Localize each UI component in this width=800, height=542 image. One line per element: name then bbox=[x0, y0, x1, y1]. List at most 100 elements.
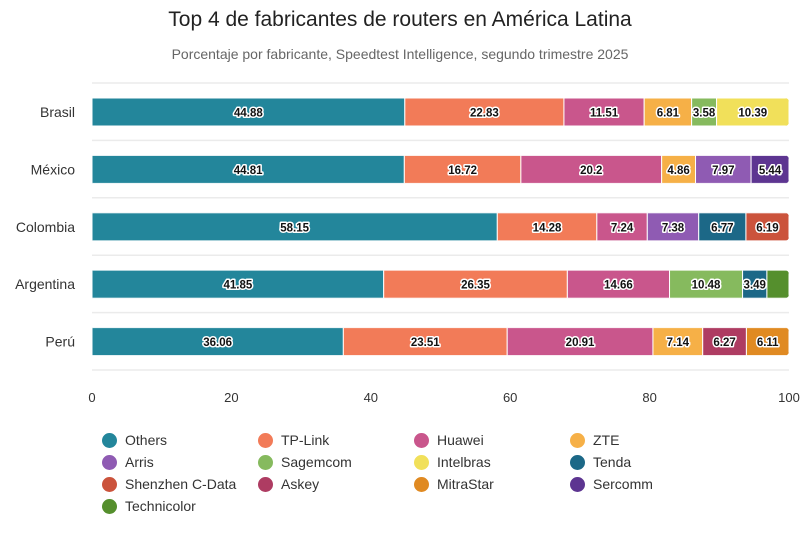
data-label: 44.81 bbox=[234, 165, 263, 177]
bar-segment-tp-link[interactable] bbox=[383, 270, 568, 299]
data-label: 44.88 bbox=[234, 108, 263, 120]
data-label: 20.91 bbox=[566, 337, 595, 349]
data-label: 20.2 bbox=[580, 165, 602, 177]
bar-segment-mitrastar[interactable] bbox=[745, 327, 789, 356]
data-label: 6.27 bbox=[713, 337, 735, 349]
data-label: 6.77 bbox=[711, 222, 733, 234]
bar-segment-others[interactable] bbox=[91, 327, 344, 356]
bar-segment-zte[interactable] bbox=[643, 98, 693, 126]
bar-segment-arris[interactable] bbox=[646, 212, 700, 241]
legend-swatch-icon bbox=[570, 454, 585, 470]
data-label: 7.24 bbox=[611, 222, 634, 234]
legend-label: TP-Link bbox=[281, 432, 330, 448]
legend-swatch-icon bbox=[102, 432, 117, 448]
data-label: 7.97 bbox=[712, 165, 734, 177]
legend-label: Askey bbox=[281, 476, 320, 492]
data-label: 6.81 bbox=[657, 108, 680, 120]
data-label: 6.11 bbox=[757, 337, 779, 349]
bar-row-perú bbox=[91, 327, 789, 356]
legend-swatch-icon bbox=[258, 476, 273, 492]
legend-item[interactable]: Askey bbox=[258, 474, 414, 494]
bar-segment-intelbras[interactable] bbox=[716, 98, 789, 126]
legend-item[interactable]: ZTE bbox=[570, 430, 726, 450]
data-label: 16.72 bbox=[448, 165, 477, 177]
legend-swatch-icon bbox=[258, 432, 273, 448]
legend-label: Intelbras bbox=[437, 454, 491, 470]
legend-swatch-icon bbox=[102, 454, 117, 470]
data-label: 26.35 bbox=[461, 280, 490, 292]
data-label: 22.83 bbox=[470, 108, 499, 120]
legend-label: MitraStar bbox=[437, 476, 494, 492]
bar-segment-shenzhen-c-data[interactable] bbox=[745, 212, 789, 241]
legend-item[interactable]: Tenda bbox=[570, 452, 726, 472]
category-axis: Brasil México Colombia Argentina Perú bbox=[15, 104, 75, 350]
bar-segment-arris[interactable] bbox=[695, 155, 752, 184]
legend-label: ZTE bbox=[593, 432, 620, 448]
data-label: 10.48 bbox=[692, 280, 721, 292]
bar-segment-others[interactable] bbox=[91, 270, 385, 299]
x-tick-label: 100 bbox=[778, 390, 800, 405]
stacked-bar-chart: 44.88 22.83 11.51 6.81 3.58 10.39 44.81 16.72 20… bbox=[15, 82, 800, 405]
x-tick-label: 0 bbox=[88, 390, 95, 405]
data-label: 4.86 bbox=[667, 165, 689, 177]
legend-label: Arris bbox=[125, 454, 154, 470]
data-label: 11.51 bbox=[590, 108, 619, 120]
legend-item[interactable]: Others bbox=[102, 430, 258, 450]
legend-label: Sagemcom bbox=[281, 454, 352, 470]
bar-segment-technicolor[interactable] bbox=[766, 270, 789, 299]
bars-layer: 44.88 22.83 11.51 6.81 3.58 10.39 44.81 16.72 20… bbox=[91, 98, 789, 356]
bar-segment-huawei[interactable] bbox=[506, 327, 654, 356]
legend-label: Shenzhen C-Data bbox=[125, 476, 237, 492]
bar-row-argentina bbox=[91, 270, 789, 299]
bar-segment-askey[interactable] bbox=[702, 327, 747, 356]
bar-segment-others[interactable] bbox=[91, 155, 405, 184]
legend-swatch-icon bbox=[102, 498, 117, 514]
bar-row-colombia bbox=[91, 212, 789, 241]
category-label: México bbox=[31, 161, 76, 177]
data-label: 36.06 bbox=[203, 337, 232, 349]
bar-segment-tp-link[interactable] bbox=[403, 155, 522, 184]
legend-item[interactable]: Intelbras bbox=[414, 452, 570, 472]
legend-item[interactable]: Sercomm bbox=[570, 474, 726, 494]
legend-item[interactable]: Arris bbox=[102, 452, 258, 472]
data-label: 58.15 bbox=[280, 222, 309, 234]
legend-swatch-icon bbox=[414, 432, 429, 448]
legend-item[interactable]: Shenzhen C-Data bbox=[102, 474, 258, 494]
data-label: 41.85 bbox=[223, 280, 252, 292]
data-label: 14.28 bbox=[533, 222, 562, 234]
legend-swatch-icon bbox=[414, 454, 429, 470]
legend-label: Huawei bbox=[437, 432, 484, 448]
legend-item[interactable]: MitraStar bbox=[414, 474, 570, 494]
bar-segment-sercomm[interactable] bbox=[750, 155, 789, 184]
category-label: Colombia bbox=[16, 219, 75, 235]
legend-label: Sercomm bbox=[593, 476, 653, 492]
data-label: 5.44 bbox=[759, 165, 782, 177]
bar-segment-huawei[interactable] bbox=[566, 270, 671, 299]
data-label: 23.51 bbox=[411, 337, 440, 349]
legend-item[interactable]: TP-Link bbox=[258, 430, 414, 450]
legend-item[interactable]: Huawei bbox=[414, 430, 570, 450]
category-label: Perú bbox=[45, 334, 75, 350]
data-label: 10.39 bbox=[738, 108, 767, 120]
x-tick-label: 40 bbox=[364, 390, 378, 405]
legend-swatch-icon bbox=[414, 476, 429, 492]
legend-swatch-icon bbox=[258, 454, 273, 470]
legend-label: Technicolor bbox=[125, 498, 196, 514]
bar-segment-sagemcom[interactable] bbox=[691, 98, 718, 126]
data-label: 14.66 bbox=[604, 280, 633, 292]
category-label: Brasil bbox=[40, 104, 75, 120]
legend-label: Tenda bbox=[593, 454, 632, 470]
data-label: 3.49 bbox=[744, 280, 766, 292]
row-separators bbox=[92, 82, 789, 371]
legend-item[interactable]: Technicolor bbox=[102, 496, 258, 516]
legend-item[interactable]: Sagemcom bbox=[258, 452, 414, 472]
chart-title: Top 4 de fabricantes de routers en Améri… bbox=[168, 8, 632, 31]
legend: Others TP-Link Huawei ZTE Arris Sagemcom Intel… bbox=[102, 430, 792, 516]
bar-segment-others[interactable] bbox=[91, 212, 498, 241]
legend-swatch-icon bbox=[570, 432, 585, 448]
x-tick-label: 80 bbox=[642, 390, 656, 405]
x-tick-label: 60 bbox=[503, 390, 517, 405]
legend-swatch-icon bbox=[570, 476, 585, 492]
bar-segment-sagemcom[interactable] bbox=[669, 270, 744, 299]
bar-segment-huawei[interactable] bbox=[520, 155, 663, 184]
